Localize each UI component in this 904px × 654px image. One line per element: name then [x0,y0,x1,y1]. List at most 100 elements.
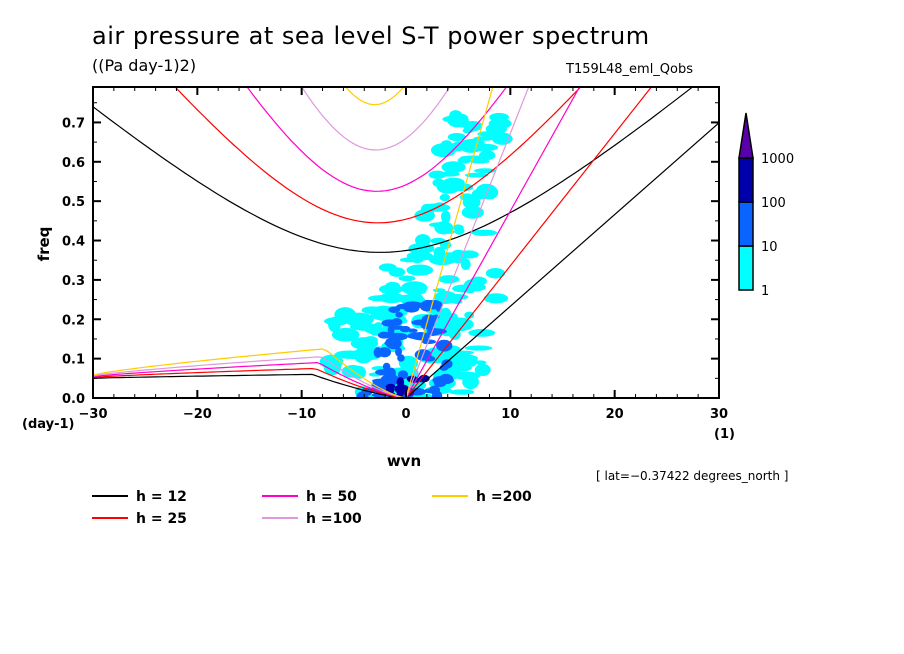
power-cell-level-1 [464,172,489,178]
power-cell-level-10 [377,331,391,339]
plot-frame [92,86,720,399]
power-cell-level-1 [398,275,416,282]
y-tick-label: 0.2 [62,313,85,328]
power-cell-level-10 [384,340,398,347]
power-cell-level-10 [403,301,423,309]
colorbar-segment [738,201,754,247]
power-cell-level-1 [414,234,431,247]
kelvin-curve [405,87,581,398]
power-cell-level-10 [432,328,441,336]
legend-label: h =100 [306,511,362,527]
power-cell-level-1 [452,284,478,293]
y-unit-label: (day-1) [22,417,74,432]
power-cell-level-10 [386,367,396,379]
x-tick-label: −20 [183,407,212,422]
x-tick-label: −10 [287,407,316,422]
rossby-curve [93,361,407,398]
y-tick-label: 0.5 [62,195,85,210]
y-tick-labels: 0.0 0.1 0.2 0.3 0.4 0.5 0.6 0.7 [62,116,85,407]
power-cell-level-1 [331,327,360,342]
power-cell-level-100 [385,383,396,390]
power-cell-level-1 [414,209,435,222]
power-cell-level-1 [469,159,490,164]
axis-ticks [92,87,720,399]
kelvin-curve [405,87,530,398]
power-cell-level-1 [464,311,475,319]
power-cell-level-10 [388,306,401,313]
power-cell-level-1 [489,112,510,122]
power-cell-level-1 [473,136,495,141]
colorbar-label: 1000 [761,152,794,167]
power-cell-level-10 [435,301,442,312]
power-cell-level-10 [408,332,424,339]
power-cell-level-10 [399,325,411,333]
run-label: T159L48_eml_Qobs [566,62,694,77]
power-cell-level-1 [478,150,496,161]
x-axis-label: wvn [387,452,421,470]
power-cell-level-1 [406,264,434,276]
power-cell-level-1 [460,258,471,271]
power-cell-level-10 [395,311,403,318]
y-tick-label: 0.6 [62,156,85,171]
inertio-gravity-curve [301,87,451,151]
power-cell-level-10 [391,318,403,326]
power-cell-level-1 [477,131,505,137]
power-cell-level-1 [462,195,481,210]
power-cell-level-1 [452,224,464,232]
colorbar-label: 10 [761,240,778,255]
units-label: ((Pa day-1)2) [92,56,197,75]
legend-label: h = 25 [136,511,187,527]
power-cell-level-1 [474,363,491,377]
x-tick-label: 20 [606,407,624,422]
x-tick-labels: −30 −20 −10 0 10 20 30 [79,407,729,422]
y-axis-label: freq [35,227,53,262]
power-cell-level-1 [328,316,341,333]
power-cell-level-1 [378,263,397,272]
power-cell-level-1 [449,389,475,395]
power-cell-level-1 [440,210,451,224]
power-cell-level-1 [413,287,427,295]
power-cell-level-1 [442,115,467,123]
rossby-curve [93,373,407,398]
power-cell-level-10 [407,328,418,333]
colorbar-label: 100 [761,196,786,211]
power-cell-level-1 [464,345,493,351]
kelvin-curve [405,87,494,398]
x-unit-label: (1) [714,427,735,442]
chart-title: air pressure at sea level S-T power spec… [92,22,650,50]
power-cell-level-1 [334,350,365,359]
x-tick-label: 30 [710,407,728,422]
power-cell-level-1 [353,366,366,379]
power-cell-level-10 [378,347,392,358]
power-cell-level-1 [485,267,506,279]
legend: h = 12 h = 25 h = 50 h =100 h =200 [92,489,532,527]
colorbar-extend-triangle [738,112,754,159]
inertio-gravity-curve [246,87,508,192]
x-tick-label: 10 [501,407,519,422]
kelvin-curve [405,87,653,398]
rossby-curve [93,356,407,398]
rossby-curve [93,367,407,398]
power-cell-level-10 [437,376,454,385]
dispersion-curves [93,87,719,398]
legend-label: h = 12 [136,489,187,505]
power-cell-level-10 [423,355,436,362]
power-cell-level-1 [406,251,433,261]
power-cell-level-1 [445,229,456,234]
power-cell-level-10 [436,339,453,352]
power-cell-level-1 [452,354,479,362]
y-tick-label: 0.3 [62,274,85,289]
power-cell-level-1 [462,374,479,390]
x-tick-label: −30 [79,407,108,422]
y-tick-label: 0.0 [62,392,85,407]
power-cell-level-10 [395,347,402,357]
kelvin-curve [405,122,719,398]
power-cell-level-1 [429,222,447,228]
colorbar-segment [738,245,754,291]
power-cell-level-1 [378,292,406,304]
power-cell-level-1 [480,185,499,200]
power-cell-level-1 [471,143,499,152]
colorbar: 1 10 100 1000 [738,112,794,299]
power-cell-level-10 [441,359,453,369]
